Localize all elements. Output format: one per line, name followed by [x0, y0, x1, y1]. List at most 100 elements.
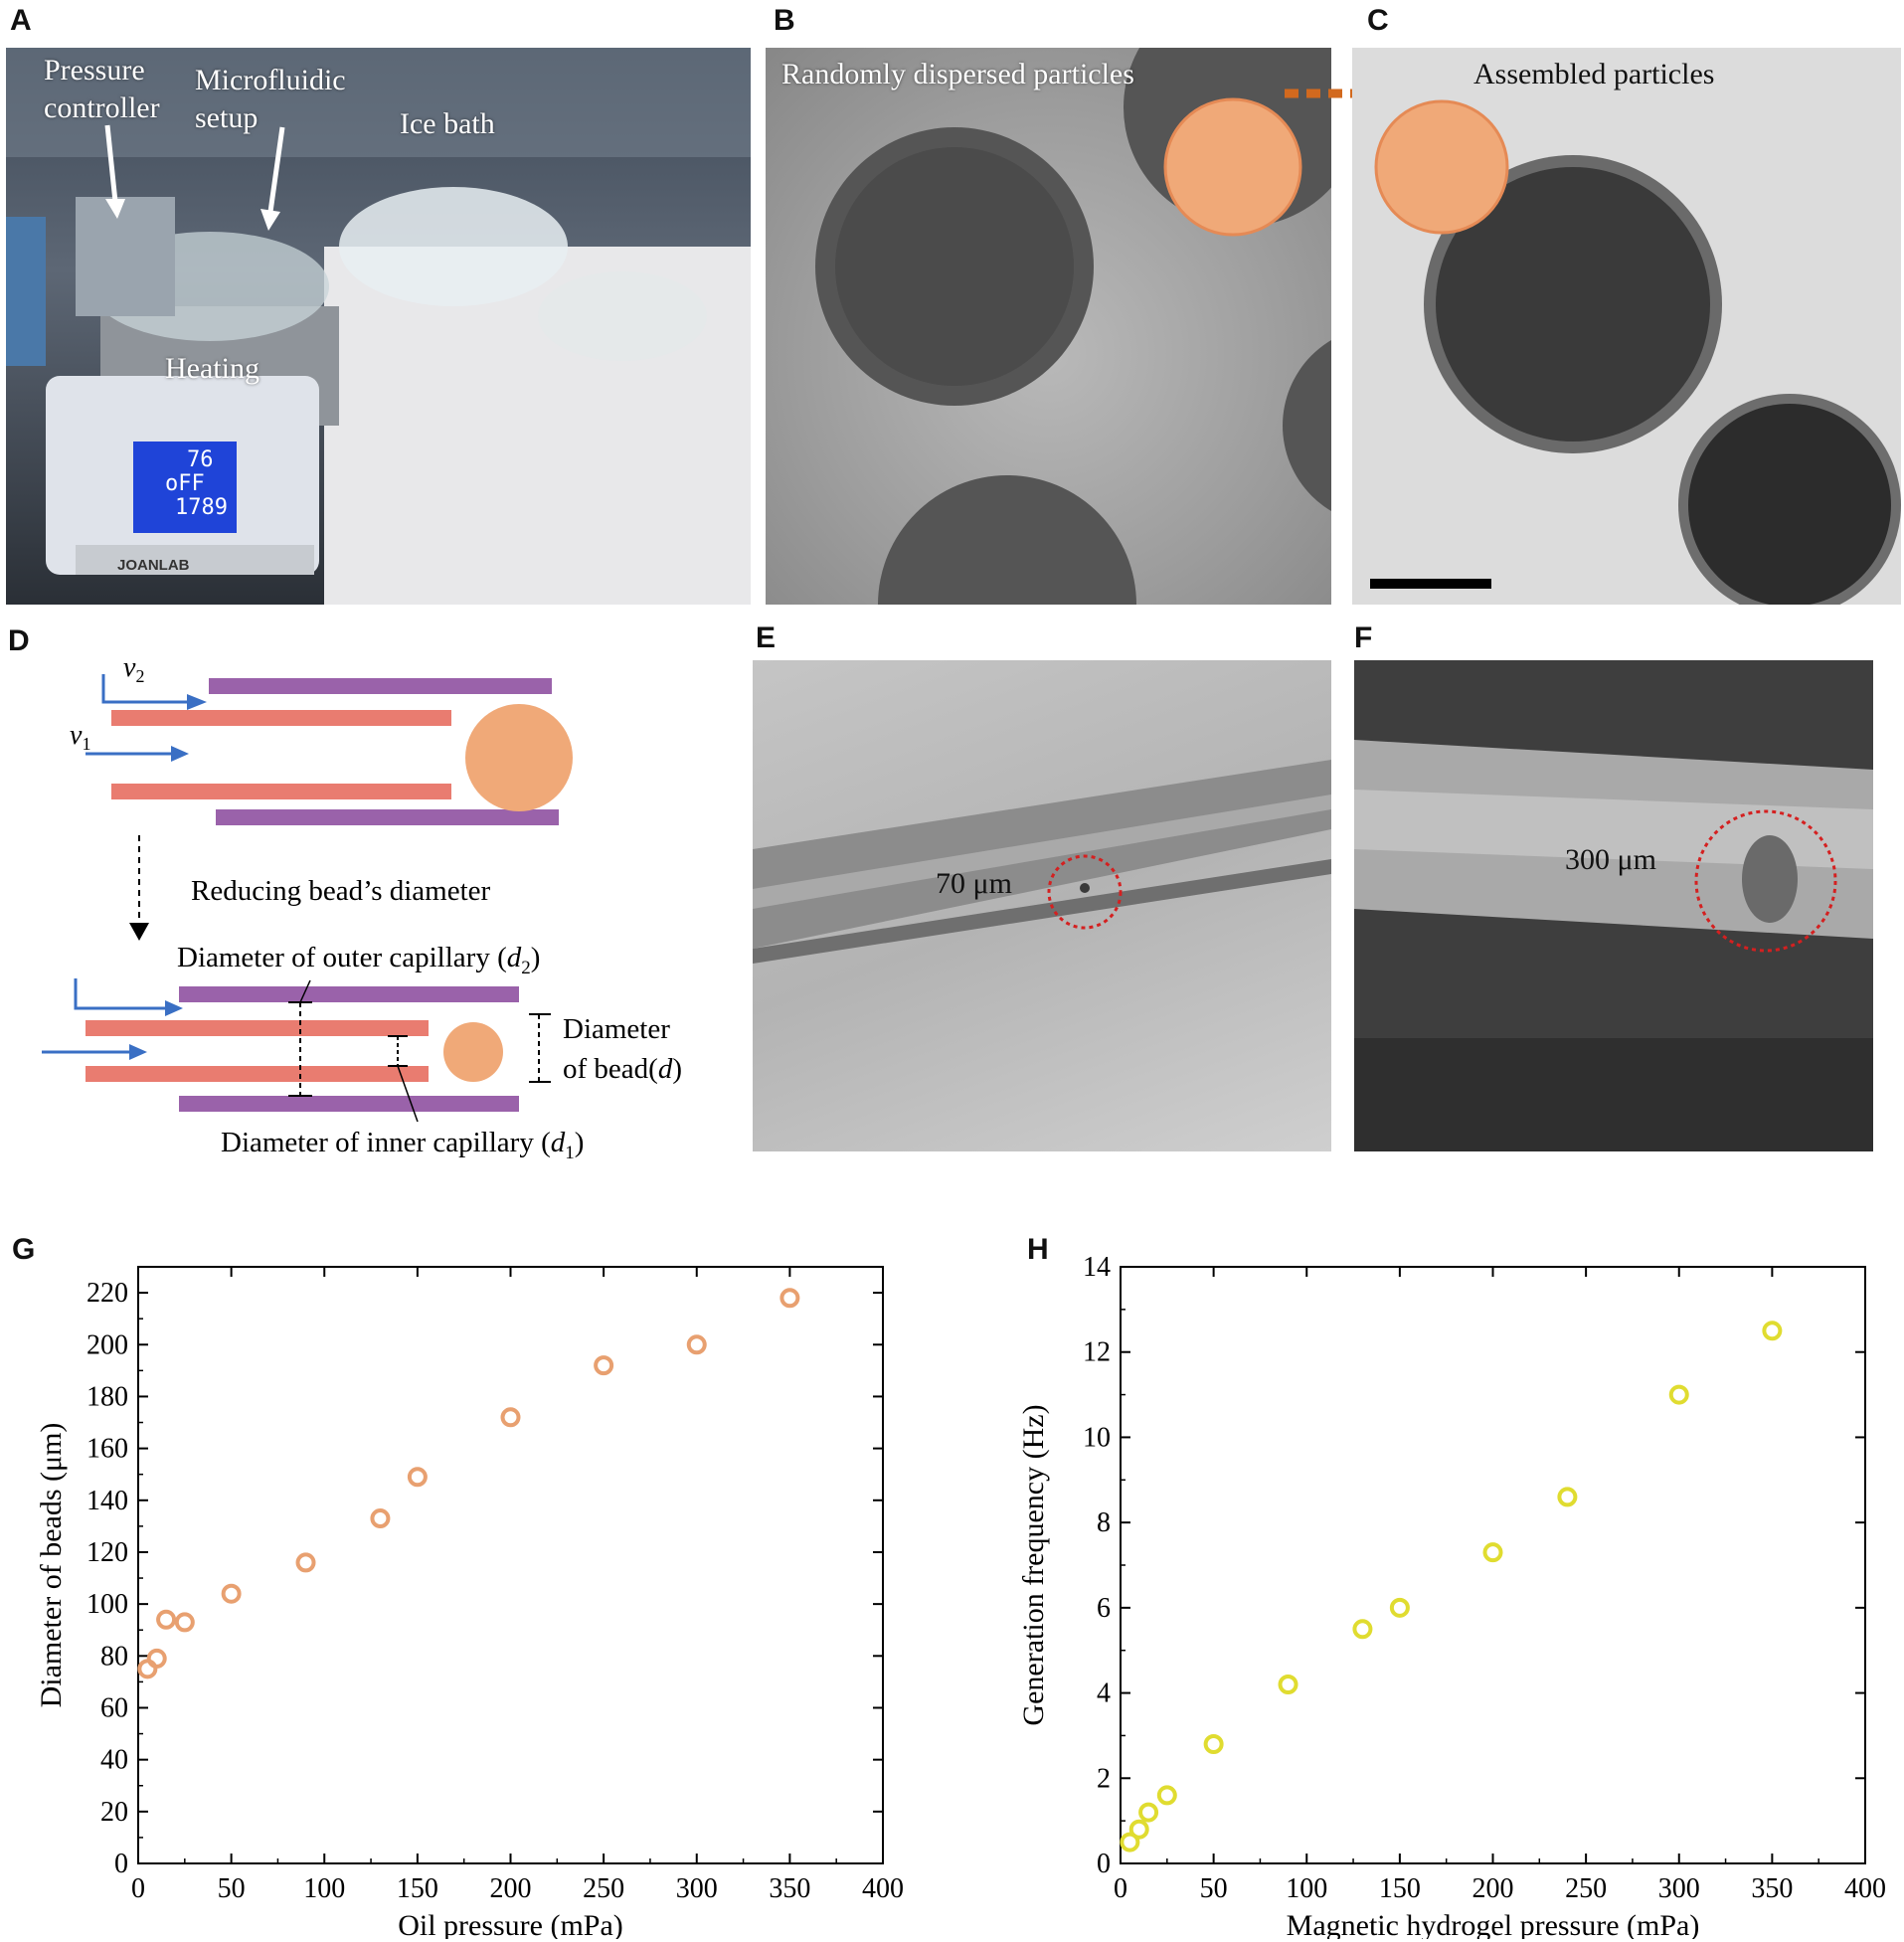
g-ytick-label: 80	[100, 1641, 128, 1672]
h-ytick-label: 4	[1097, 1678, 1111, 1709]
label-ice-bath: Ice bath	[400, 107, 495, 140]
g-ytick-label: 100	[87, 1589, 128, 1620]
h-ytick-label: 8	[1097, 1507, 1111, 1538]
h-data-point	[1278, 1675, 1298, 1694]
h-data-point	[1120, 1832, 1140, 1853]
g-data-point	[156, 1609, 177, 1630]
h-ytick-label: 12	[1083, 1337, 1111, 1368]
outer-capillary-bottom	[216, 809, 559, 825]
g-data-point	[221, 1583, 242, 1604]
dispersed-particle-image	[815, 48, 1331, 605]
panel-letter-e: E	[756, 621, 777, 654]
h-ytick-label: 2	[1097, 1763, 1111, 1794]
label-microfluidic: Microfluidic	[195, 64, 346, 96]
label-300um: 300 μm	[1565, 843, 1656, 876]
label-random-particles: Randomly dispersed particles	[781, 58, 1134, 90]
h-data-point	[1389, 1597, 1410, 1618]
lab-setup-illustration	[6, 48, 751, 605]
inner-capillary-bottom	[111, 784, 451, 799]
g-ytick-label: 220	[87, 1278, 128, 1309]
label-of-bead: of bead(d)	[563, 1053, 682, 1085]
capillary-photo-70um: 70 μm	[753, 660, 1331, 1151]
g-ytick-label: 0	[114, 1849, 128, 1879]
h-ytick-label: 6	[1097, 1593, 1111, 1624]
g-data-point	[174, 1612, 195, 1633]
capillary-photo-300um: 300 μm	[1354, 660, 1873, 1151]
g-y-axis-label: Diameter of beads (μm)	[35, 1423, 68, 1708]
bead-marker-70um	[1047, 854, 1123, 930]
g-ytick-label: 160	[87, 1434, 128, 1465]
g-data-point	[500, 1407, 521, 1428]
outer-capillary-bottom-2	[179, 1096, 519, 1112]
label-outer-capillary: Diameter of outer capillary (d2)	[177, 942, 540, 978]
label-v1: v1	[70, 720, 90, 754]
h-ytick-label: 0	[1097, 1849, 1111, 1879]
chart-bead-diameter: 0 50 100 150 200 250 300 350 400 0 20 40 60 80 100 120 1…	[35, 1266, 904, 1939]
h-xtick-label: 350	[1751, 1873, 1793, 1904]
g-data-point	[295, 1552, 316, 1573]
g-xtick-label: 150	[397, 1873, 438, 1904]
h-ytick-label: 10	[1083, 1422, 1111, 1453]
h-xtick-label: 400	[1844, 1873, 1886, 1904]
g-data-point	[779, 1288, 800, 1309]
capillary-image-e	[753, 760, 1331, 964]
flow-arrow-outer-2	[74, 978, 177, 1010]
g-xtick-label: 200	[490, 1873, 532, 1904]
lab-setup-photo: Pressure controller Microfluidic setup I…	[6, 48, 751, 605]
label-diameter: Diameter	[563, 1013, 670, 1045]
h-data-point	[1352, 1619, 1373, 1640]
h-xtick-label: 250	[1565, 1873, 1607, 1904]
flow-arrow-v2	[101, 674, 199, 704]
inner-capillary-top	[111, 710, 451, 726]
g-ytick-label: 140	[87, 1486, 128, 1516]
hotplate-brand: JOANLAB	[117, 557, 190, 574]
g-xtick-label: 0	[131, 1873, 145, 1904]
g-data-point	[370, 1508, 391, 1529]
h-xtick-label: 100	[1286, 1873, 1327, 1904]
g-plot-frame	[137, 1266, 884, 1864]
h-y-axis-label: Generation frequency (Hz)	[1019, 1404, 1050, 1725]
g-ytick-label: 180	[87, 1381, 128, 1412]
outer-capillary-top-2	[179, 986, 519, 1002]
chart-generation-frequency: 0 50 100 150 200 250 300 350 400 0 2 4 6 8 10 12 14 Magne…	[1019, 1252, 1886, 1939]
g-ytick-label: 120	[87, 1537, 128, 1568]
bead-marker-300um	[1694, 809, 1837, 953]
g-data-point	[594, 1355, 614, 1376]
h-x-axis-label: Magnetic hydrogel pressure (mPa)	[1287, 1909, 1700, 1939]
h-xtick-label: 200	[1472, 1873, 1514, 1904]
g-ytick-label: 60	[100, 1692, 128, 1723]
h-plot-frame	[1120, 1266, 1866, 1864]
label-assembled-particles: Assembled particles	[1473, 58, 1715, 90]
panel-letter-h: H	[1027, 1233, 1049, 1266]
bead-icon-small	[443, 1022, 503, 1082]
h-xtick-label: 50	[1200, 1873, 1228, 1904]
h-data-point	[1156, 1785, 1177, 1806]
hotplate-display-line1: 76	[187, 447, 214, 472]
g-xtick-label: 100	[303, 1873, 345, 1904]
bead-icon-large	[465, 704, 573, 811]
h-data-point	[1138, 1802, 1159, 1823]
label-inner-capillary: Diameter of inner capillary (d1)	[221, 1127, 584, 1163]
capillary-schematic: v2 v1 Reducing bead’s diameter Diameter …	[42, 652, 682, 1163]
microscopy-random-particles: Randomly dispersed particles	[766, 48, 1331, 605]
label-setup: setup	[195, 101, 259, 134]
g-x-axis-label: Oil pressure (mPa)	[398, 1909, 623, 1939]
g-xtick-label: 50	[218, 1873, 246, 1904]
outer-capillary-top	[209, 678, 552, 694]
h-xtick-label: 0	[1114, 1873, 1127, 1904]
label-pressure: Pressure	[44, 54, 145, 87]
hotplate-display-line3: 1789	[175, 495, 228, 520]
panel-letter-c: C	[1367, 4, 1389, 37]
panel-letter-d: D	[8, 624, 30, 657]
capillary-image-f	[1354, 740, 1873, 1151]
g-xtick-label: 300	[676, 1873, 718, 1904]
g-data-point	[686, 1334, 707, 1355]
annotation-arrows	[104, 124, 285, 231]
g-xtick-label: 350	[769, 1873, 810, 1904]
g-data-point	[146, 1648, 167, 1669]
label-70um: 70 μm	[936, 867, 1012, 900]
h-data-point	[1762, 1321, 1783, 1341]
h-xtick-label: 150	[1379, 1873, 1421, 1904]
g-xtick-label: 400	[862, 1873, 904, 1904]
panel-letter-b: B	[774, 4, 795, 37]
